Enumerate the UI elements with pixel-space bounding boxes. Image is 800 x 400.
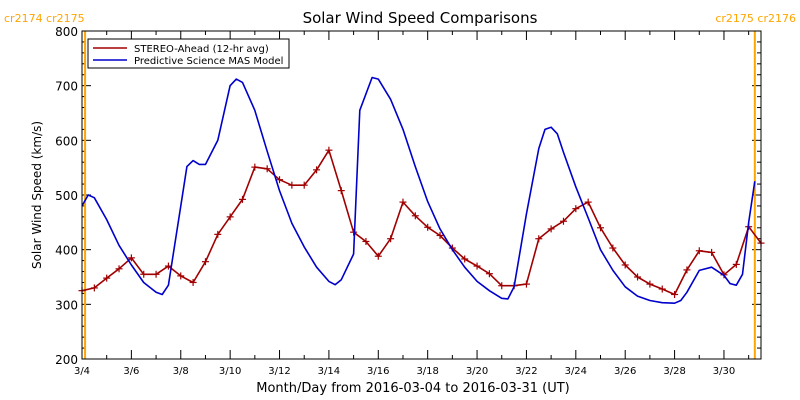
data-point	[572, 205, 580, 213]
data-point	[535, 235, 543, 243]
data-point	[214, 230, 222, 238]
series-line-1	[81, 76, 756, 305]
x-tick-label: 3/26	[614, 366, 636, 377]
y-tick-label: 400	[55, 244, 78, 258]
data-point	[609, 244, 617, 252]
data-point	[288, 181, 296, 189]
data-point	[411, 212, 419, 220]
x-tick-label: 3/6	[123, 366, 139, 377]
data-point	[683, 266, 691, 274]
rotation-markers: cr2174 cr2175 cr2175 cr2176	[4, 12, 796, 359]
x-tick-label: 3/18	[416, 366, 438, 377]
data-point	[708, 248, 716, 256]
data-point	[90, 284, 98, 292]
y-tick-label: 600	[55, 134, 78, 148]
legend: STEREO-Ahead (12-hr avg)Predictive Scien…	[87, 38, 290, 69]
x-tick-label: 3/30	[713, 366, 735, 377]
y-tick-label: 500	[55, 189, 78, 203]
x-tick-label: 3/12	[268, 366, 290, 377]
data-point	[634, 273, 642, 281]
data-point	[177, 272, 185, 280]
y-tick-label: 200	[55, 353, 78, 367]
data-point	[263, 165, 271, 173]
data-point	[485, 270, 493, 278]
chart-title: Solar Wind Speed Comparisons	[303, 9, 538, 27]
data-point	[337, 187, 345, 195]
data-point	[276, 176, 284, 184]
rotation-marker-label: cr2175 cr2176	[715, 12, 796, 25]
data-point	[399, 198, 407, 206]
rotation-marker-label: cr2174 cr2175	[4, 12, 85, 25]
y-axis-ticks: 200 300 400 500 600 700 800	[55, 25, 761, 367]
data-point	[522, 280, 530, 288]
y-axis-label: Solar Wind Speed (km/s)	[30, 121, 44, 269]
data-point	[374, 252, 382, 260]
data-point	[621, 261, 629, 269]
x-axis-label: Month/Day from 2016-03-04 to 2016-03-31 …	[256, 381, 569, 396]
data-point	[325, 146, 333, 154]
plot-frame	[81, 30, 762, 360]
data-point	[387, 235, 395, 243]
legend-box	[87, 38, 290, 69]
data-point	[362, 237, 370, 245]
series-layer	[78, 76, 765, 305]
data-point	[658, 285, 666, 293]
data-point	[473, 262, 481, 270]
data-point	[671, 290, 679, 298]
y-tick-label: 800	[55, 25, 78, 39]
data-point	[127, 254, 135, 262]
data-point	[597, 224, 605, 232]
x-tick-label: 3/4	[74, 366, 90, 377]
x-tick-label: 3/10	[219, 366, 241, 377]
y-tick-label: 700	[55, 80, 78, 94]
y-tick-label: 300	[55, 298, 78, 312]
x-tick-label: 3/14	[318, 366, 340, 377]
data-point	[584, 198, 592, 206]
data-point	[436, 231, 444, 239]
data-point	[732, 260, 740, 268]
data-point	[238, 195, 246, 203]
data-point	[695, 247, 703, 255]
data-point	[201, 258, 209, 266]
data-point	[461, 255, 469, 263]
data-point	[103, 274, 111, 282]
legend-entry: Predictive Science MAS Model	[134, 56, 283, 67]
data-point	[424, 223, 432, 231]
x-tick-label: 3/16	[367, 366, 389, 377]
data-point	[559, 217, 567, 225]
data-point	[646, 280, 654, 288]
x-tick-label: 3/28	[663, 366, 685, 377]
data-point	[350, 228, 358, 236]
x-tick-label: 3/24	[565, 366, 587, 377]
data-point	[498, 282, 506, 290]
data-point	[300, 181, 308, 189]
x-tick-label: 3/20	[466, 366, 488, 377]
data-point	[313, 166, 321, 174]
x-tick-label: 3/8	[173, 366, 189, 377]
data-point	[251, 163, 259, 171]
x-tick-label: 3/22	[515, 366, 537, 377]
data-point	[189, 278, 197, 286]
data-point	[140, 270, 148, 278]
data-point	[226, 213, 234, 221]
legend-entry: STEREO-Ahead (12-hr avg)	[134, 44, 269, 55]
series-line-0	[81, 149, 762, 296]
data-point	[115, 265, 123, 273]
x-axis-ticks: 3/4 3/6 3/8 3/10 3/12 3/14 3/16 3/18 3/20 3/22 3/2…	[74, 31, 750, 377]
data-point	[152, 270, 160, 278]
data-point	[547, 225, 555, 233]
